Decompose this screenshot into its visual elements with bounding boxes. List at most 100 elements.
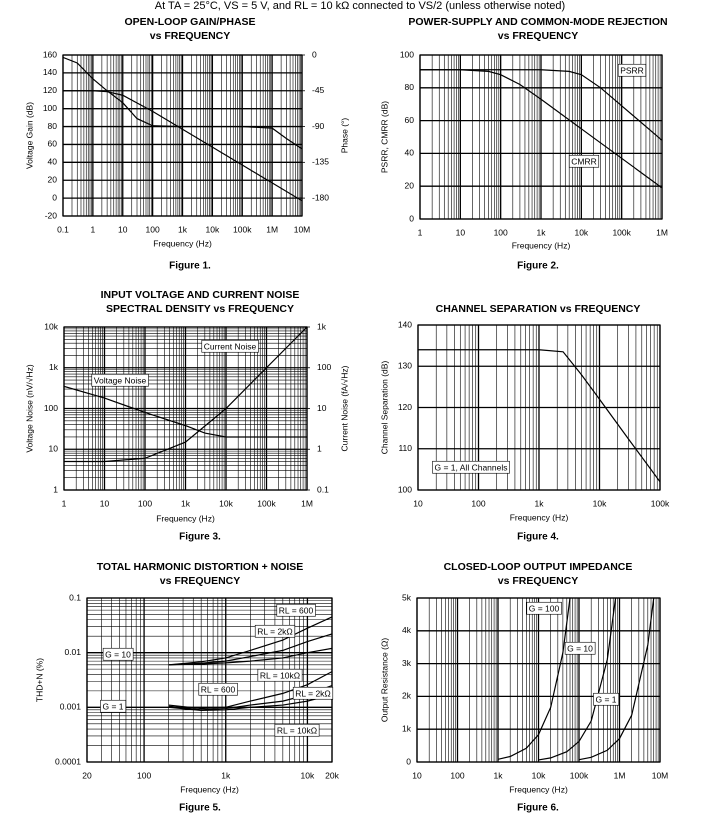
y2-tick-label: -180 [312,192,329,202]
chart-title: SPECTRAL DENSITY vs FREQUENCY [106,303,294,315]
label-box [274,723,320,737]
x-tick-label: 100k [233,224,252,234]
y-tick-label: 40 [405,148,415,158]
label-box [257,668,303,682]
y-tick-label: -20 [45,210,58,220]
chart-title: vs FREQUENCY [150,30,231,42]
x-tick-label: 10k [532,770,546,780]
annotation: RL = 2kΩ [295,688,331,698]
annotation: RL = 2kΩ [257,626,293,636]
figure-caption: Figure 3. [179,532,221,543]
y-tick-label: 2k [402,691,412,701]
y-tick-label: 1 [53,484,58,494]
series-line [63,90,302,202]
x-tick-label: 1 [91,224,96,234]
chart-title: CLOSED-LOOP OUTPUT IMPEDANCE [444,561,633,573]
x-tick-label: 10k [219,498,233,508]
series-line [578,597,655,761]
y-tick-label: 0 [52,192,57,202]
y-tick-label: 20 [405,180,415,190]
series-line [420,69,662,141]
y2-tick-label: -45 [312,85,325,95]
x-tick-label: 1 [62,498,67,508]
x-axis-label: Frequency (Hz) [512,240,571,250]
x-tick-label: 20 [82,770,92,780]
x-tick-label: 10k [206,224,220,234]
annotation: G = 10 [105,649,131,659]
series-line [63,56,302,150]
y2-axis-label: Current Noise (fA/√Hz) [339,365,349,451]
x-tick-label: 10k [593,498,607,508]
label-box [526,601,562,615]
series-line [168,671,332,710]
series-label: G = 1 [595,694,616,704]
label-box [102,647,134,661]
x-tick-label: 1M [656,227,668,237]
y-axis-label: Output Resistance (Ω) [379,638,389,722]
x-tick-label: 10 [100,498,110,508]
x-tick-label: 0.1 [57,224,69,234]
y-tick-label: 20 [48,174,58,184]
y-tick-label: 3k [402,658,412,668]
series-label: G = 10 [567,643,593,653]
series-line [64,326,307,463]
label-box [198,682,238,696]
x-tick-label: 100k [257,498,276,508]
y2-tick-label: 10 [317,403,327,413]
figure-caption: Figure 2. [517,261,559,272]
y2-tick-label: 100 [317,362,331,372]
y-tick-label: 0.01 [64,647,81,657]
y-tick-label: 100 [43,103,57,113]
figure-caption: Figure 4. [517,532,559,543]
y-tick-label: 130 [398,361,412,371]
x-tick-label: 10k [574,227,588,237]
y-tick-label: 100 [44,403,58,413]
y-axis-label: Voltage Noise (nV/√Hz) [24,364,34,452]
y-tick-label: 10 [49,444,59,454]
label-box [201,339,259,353]
label-box [276,603,316,617]
x-tick-label: 100 [494,227,508,237]
y-tick-label: 1k [49,362,59,372]
y-tick-label: 80 [405,82,415,92]
series-label: PSRR [620,65,644,75]
y-tick-label: 80 [48,121,58,131]
series-line [168,616,332,666]
series-label: Current Noise [204,341,257,351]
x-axis-label: Frequency (Hz) [156,513,215,523]
y-tick-label: 140 [43,67,57,77]
annotation: RL = 10kΩ [277,725,317,735]
chart-title: vs FREQUENCY [498,30,579,42]
y2-tick-label: -90 [312,121,325,131]
series-label: Voltage Noise [94,375,147,385]
y-axis-label: Channel Separation (dB) [379,361,389,455]
y-axis-label: PSRR, CMRR (dB) [379,101,389,173]
figure-caption: Figure 5. [179,803,221,814]
x-axis-label: Frequency (Hz) [153,238,212,248]
x-tick-label: 1k [221,770,231,780]
label-box [593,692,620,706]
y-tick-label: 160 [43,49,57,59]
x-tick-label: 100k [612,227,631,237]
series-label: G = 100 [529,603,560,613]
x-tick-label: 10M [294,224,311,234]
series-line [497,597,571,760]
y-tick-label: 120 [43,85,57,95]
label-box [100,699,127,713]
label-box [292,686,334,700]
x-tick-label: 10 [118,224,128,234]
y2-tick-label: 1 [317,444,322,454]
chart-title: vs FREQUENCY [160,575,241,587]
x-axis-label: Frequency (Hz) [180,784,239,794]
label-box [617,63,647,77]
x-tick-label: 1k [537,227,547,237]
x-tick-label: 100k [651,498,670,508]
annotation: G = 1, All Channels [434,462,507,472]
x-axis-label: Frequency (Hz) [509,784,568,794]
y-tick-label: 60 [405,115,415,125]
chart-title: vs FREQUENCY [498,575,579,587]
page-header: At TA = 25°C, VS = 5 V, and RL = 10 kΩ c… [155,0,565,12]
chart-title: POWER-SUPPLY AND COMMON-MODE REJECTION [408,16,667,28]
annotation: RL = 10kΩ [260,670,300,680]
x-tick-label: 1M [266,224,278,234]
